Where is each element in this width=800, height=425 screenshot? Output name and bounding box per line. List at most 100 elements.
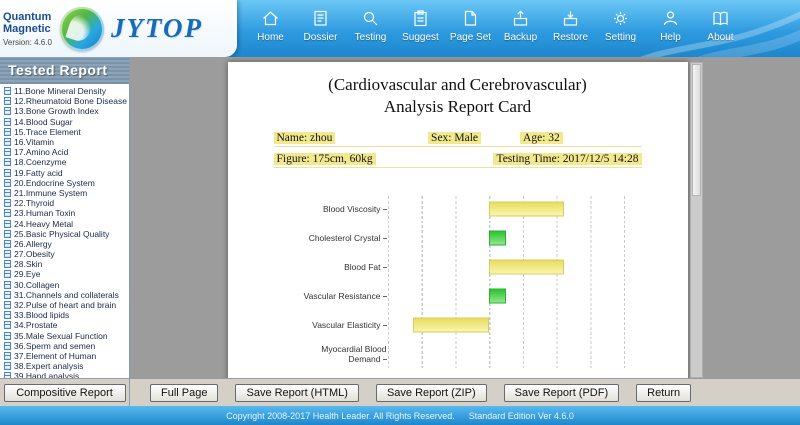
nav-dossier[interactable]: Dossier xyxy=(297,7,344,43)
chart-category-label: Vascular Elasticity xyxy=(296,320,388,330)
nav-setting[interactable]: Setting xyxy=(597,7,644,43)
chart-bar xyxy=(413,317,489,332)
sidebar-report-item[interactable]: 17.Amino Acid xyxy=(4,147,129,157)
sidebar-report-item[interactable]: 15.Trace Element xyxy=(4,127,129,137)
sidebar-report-item[interactable]: 26.Allergy xyxy=(4,239,129,249)
report-item-label: 36.Sperm and semen xyxy=(14,340,96,351)
sidebar-report-item[interactable]: 24.Heavy Metal xyxy=(4,218,129,229)
report-doc-icon xyxy=(4,321,11,330)
nav-testing[interactable]: Testing xyxy=(347,7,394,43)
status-bar: Copyright 2008-2017 Health Leader. All R… xyxy=(0,406,800,425)
sidebar-report-item[interactable]: 33.Blood lipids xyxy=(4,310,129,320)
sidebar-report-item[interactable]: 31.Channels and collaterals xyxy=(4,290,129,300)
sidebar-report-item[interactable]: 19.Fatty acid xyxy=(4,168,129,178)
report-doc-icon xyxy=(4,199,11,208)
compositive-report-button[interactable]: Compositive Report xyxy=(3,383,126,402)
viewport-right-gutter xyxy=(703,57,800,378)
nav-about[interactable]: About xyxy=(697,7,744,43)
report-doc-icon xyxy=(4,270,11,279)
chart-plot-cell xyxy=(387,310,658,339)
sidebar-report-item[interactable]: 29.Eye xyxy=(4,269,129,279)
sidebar-report-item[interactable]: 14.Blood Sugar xyxy=(4,117,129,127)
report-doc-icon xyxy=(4,219,11,228)
report-chart-rows: Blood Viscosity Cholesterol Crystal Blood … xyxy=(296,194,658,368)
brand-panel: Quantum Magnetic Version: 4.6.0 JYTOP xyxy=(0,0,237,57)
report-item-label: 29.Eye xyxy=(14,269,41,280)
chart-category-label: Blood Viscosity xyxy=(296,204,388,214)
patient-info-row2: Figure: 175cm, 60kg Testing Time: 2017/1… xyxy=(273,153,642,168)
sidebar-report-item[interactable]: 21.Immune System xyxy=(4,188,129,198)
report-doc-icon xyxy=(4,117,11,126)
report-doc-icon xyxy=(4,178,11,187)
nav-suggest[interactable]: Suggest xyxy=(397,7,444,43)
backup-up-arrow-icon xyxy=(513,10,528,26)
sidebar-report-item[interactable]: 36.Sperm and semen xyxy=(4,341,129,351)
sidebar-report-item[interactable]: 13.Bone Growth Index xyxy=(4,106,129,116)
report-doc-icon xyxy=(4,138,11,147)
nav-help[interactable]: Help xyxy=(647,7,694,43)
sidebar-report-item[interactable]: 12.Rheumatoid Bone Disease xyxy=(4,96,129,106)
sidebar-report-item[interactable]: 39.Hand analysis xyxy=(4,371,129,378)
sidebar-report-item[interactable]: 18.Coenzyme xyxy=(4,157,129,167)
sidebar-report-item[interactable]: 32.Pulse of heart and brain xyxy=(4,300,129,310)
chart-row: Cholesterol Crystal xyxy=(296,223,658,252)
patient-age: Age: 32 xyxy=(520,132,563,144)
sidebar-report-item[interactable]: 16.Vitamin xyxy=(4,137,129,147)
nav-home[interactable]: Home xyxy=(247,7,294,43)
report-doc-icon xyxy=(4,290,11,299)
sidebar-report-item[interactable]: 37.Element of Human xyxy=(4,351,129,361)
report-doc-icon xyxy=(4,260,11,269)
report-doc-icon xyxy=(4,107,11,116)
person-icon xyxy=(663,11,678,26)
chart-bar xyxy=(488,230,507,245)
chart-category-label: Cholesterol Crystal xyxy=(296,233,388,243)
report-doc-icon xyxy=(4,229,11,238)
sidebar-report-item[interactable]: 25.Basic Physical Quality xyxy=(4,229,129,239)
tested-report-list: 11.Bone Mineral Density 12.Rheumatoid Bo… xyxy=(0,84,129,378)
magnifier-icon xyxy=(363,11,378,26)
report-viewport: (Cardiovascular and Cerebrovascular) Ana… xyxy=(130,57,800,378)
patient-info: Name: zhou Sex: Male Age: 32 Figure: 175… xyxy=(273,132,642,168)
gear-icon xyxy=(614,12,627,25)
sidebar-report-item[interactable]: 28.Skin xyxy=(4,259,129,269)
sidebar-bottom-bar: Compositive Report xyxy=(0,378,129,406)
nav-page-set[interactable]: Page Set xyxy=(447,7,494,43)
return-button[interactable]: Return xyxy=(636,383,692,402)
sidebar-report-item[interactable]: 38.Expert analysis xyxy=(4,361,129,371)
sidebar-report-item[interactable]: 20.Endocrine System xyxy=(4,178,129,188)
nav-backup[interactable]: Backup xyxy=(497,7,544,43)
report-doc-icon xyxy=(4,372,11,378)
save-report-html-button[interactable]: Save Report (HTML) xyxy=(235,383,359,402)
chart-bar xyxy=(488,201,565,216)
restore-down-arrow-icon xyxy=(563,11,578,26)
page-scrollbar-thumb[interactable] xyxy=(691,64,701,196)
patient-sex-cell: Sex: Male xyxy=(428,132,520,144)
sidebar-report-item[interactable]: 35.Male Sexual Function xyxy=(4,331,129,341)
sidebar-report-item[interactable]: 22.Thyroid xyxy=(4,198,129,208)
report-item-label: 19.Fatty acid xyxy=(14,167,63,178)
jytop-logo-icon xyxy=(60,6,104,51)
report-item-label: 38.Expert analysis xyxy=(14,361,84,372)
report-item-label: 15.Trace Element xyxy=(14,126,81,137)
report-doc-icon xyxy=(4,87,11,96)
save-report-zip-button[interactable]: Save Report (ZIP) xyxy=(375,383,487,402)
report-doc-icon xyxy=(4,362,11,371)
report-doc-icon xyxy=(4,158,11,167)
sidebar-report-item[interactable]: 27.Obesity xyxy=(4,249,129,259)
sidebar-report-item[interactable]: 11.Bone Mineral Density xyxy=(4,86,129,96)
patient-info-row1: Name: zhou Sex: Male Age: 32 xyxy=(273,132,642,147)
chart-plot-cell xyxy=(387,339,658,368)
save-report-pdf-button[interactable]: Save Report (PDF) xyxy=(503,383,620,402)
dossier-icon xyxy=(314,10,327,26)
sidebar-report-item[interactable]: 23.Human Toxin xyxy=(4,208,129,218)
page-scrollbar[interactable] xyxy=(689,62,703,378)
sidebar-report-item[interactable]: 34.Prostate xyxy=(4,320,129,330)
full-page-button[interactable]: Full Page xyxy=(150,383,219,402)
nav-restore[interactable]: Restore xyxy=(547,7,594,43)
page-icon xyxy=(464,10,477,26)
testing-time-cell: Testing Time: 2017/12/5 14:28 xyxy=(493,153,642,165)
sidebar-report-item[interactable]: 30.Collagen xyxy=(4,280,129,290)
version-label: Version: 4.6.0 xyxy=(3,37,52,47)
chart-row: Myocardial Blood Demand xyxy=(296,339,658,368)
report-page: (Cardiovascular and Cerebrovascular) Ana… xyxy=(227,62,688,378)
